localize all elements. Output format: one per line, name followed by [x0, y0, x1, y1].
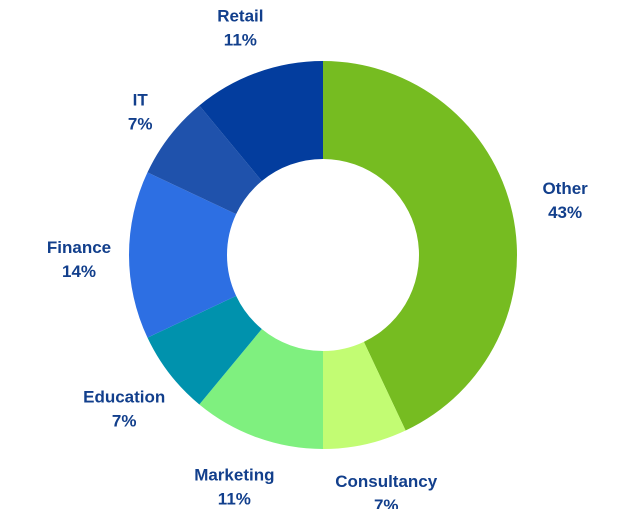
slice-name: Education — [83, 388, 165, 407]
slice-value: 7% — [128, 114, 153, 133]
slice-label-marketing: Marketing 11% — [194, 466, 274, 509]
slice-name: IT — [133, 90, 149, 109]
slice-value: 43% — [548, 203, 582, 222]
slice-value: 11% — [218, 490, 251, 509]
slice-consultancy — [323, 341, 406, 449]
slice-it — [147, 105, 262, 215]
slice-label-finance: Finance 14% — [47, 238, 111, 281]
slice-value: 7% — [374, 496, 399, 509]
slice-label-retail: Retail 11% — [217, 6, 263, 49]
slice-label-education: Education 7% — [83, 388, 165, 431]
slice-retail — [199, 60, 323, 182]
slice-value: 7% — [112, 412, 137, 431]
slice-name: Marketing — [194, 466, 274, 485]
slice-finance — [128, 172, 237, 338]
slice-label-other: Other 43% — [542, 179, 588, 222]
chart-labels: Other 43% Consultancy 7% Marketing 11% Educati… — [47, 6, 588, 509]
slice-name: Other — [542, 179, 588, 198]
slice-label-it: IT 7% — [128, 90, 153, 133]
slice-value: 11% — [224, 30, 257, 49]
slice-marketing — [199, 328, 323, 449]
slice-other — [323, 61, 517, 431]
slice-value: 14% — [62, 262, 96, 281]
slice-name: Retail — [217, 6, 263, 25]
slice-label-consultancy: Consultancy 7% — [335, 472, 438, 509]
slice-education — [147, 295, 262, 405]
slice-name: Finance — [47, 238, 111, 257]
slice-name: Consultancy — [335, 472, 438, 491]
chart-slices — [128, 60, 517, 449]
